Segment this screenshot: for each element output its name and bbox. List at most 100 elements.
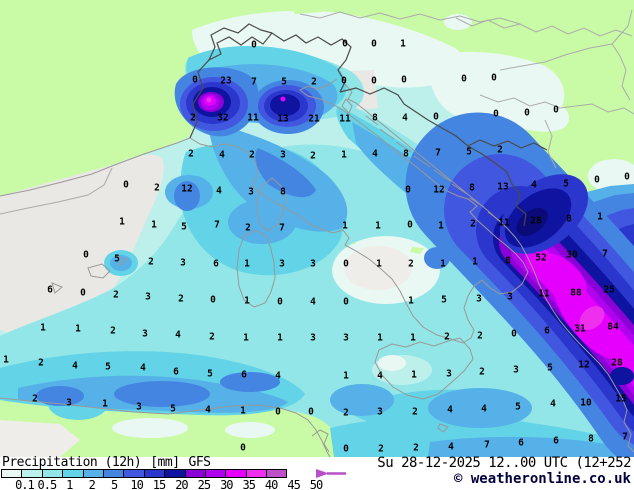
grid-value: 7 — [251, 77, 257, 88]
grid-value: 6 — [47, 285, 53, 296]
grid-value: 1 — [400, 39, 406, 50]
map-title-product: Precipitation (12h) — [2, 455, 142, 470]
grid-value: 0 — [308, 407, 314, 418]
grid-value: 0 — [277, 297, 283, 308]
grid-value: 0 — [343, 259, 349, 270]
grid-value: 3 — [310, 333, 316, 344]
grid-value: 3 — [377, 407, 383, 418]
grid-value: 5 — [207, 369, 213, 380]
legend-swatch — [21, 469, 43, 478]
map-title-unit: [mm] — [150, 455, 180, 470]
grid-value: 0 — [524, 108, 530, 119]
grid-value: 4 — [372, 149, 378, 160]
legend-tick-label: 35 — [242, 478, 255, 490]
legend-tick-label: 1 — [66, 478, 73, 490]
grid-value: 2 — [209, 332, 215, 343]
grid-value: 4 — [140, 363, 146, 374]
grid-value: 8 — [372, 113, 378, 124]
grid-value: 2 — [408, 259, 414, 270]
grid-value: 1 — [343, 371, 349, 382]
grid-value: 5 — [114, 254, 120, 265]
legend-tick-label: 10 — [130, 478, 143, 490]
map-title-model: GFS — [188, 455, 211, 470]
map-title: Precipitation (12h) [mm] GFS — [2, 455, 220, 470]
grid-value: 3 — [476, 294, 482, 305]
grid-value: 5 — [547, 363, 553, 374]
grid-value: 8 — [588, 434, 594, 445]
grid-value: 25 — [603, 285, 615, 296]
grid-value: 4 — [310, 297, 316, 308]
grid-value: 52 — [535, 253, 546, 264]
grid-value: 2 — [188, 149, 194, 160]
grid-value: 21 — [308, 114, 320, 125]
legend-swatch — [164, 469, 186, 478]
grid-value: 3 — [142, 329, 148, 340]
legend-swatch — [204, 469, 227, 478]
grid-value: 31 — [574, 324, 586, 335]
grid-value: 32 — [217, 113, 228, 124]
grid-value: 0 — [401, 75, 407, 86]
grid-value: 0 — [275, 407, 281, 418]
grid-value: 2 — [378, 444, 384, 455]
grid-value: 0 — [493, 109, 499, 120]
grid-value: 0 — [511, 329, 517, 340]
grid-value: 1 — [408, 296, 414, 307]
grid-value: 12 — [578, 360, 589, 371]
grid-value: 3 — [136, 402, 142, 413]
grid-value: 2 — [311, 77, 317, 88]
valid-time-label: Su 28-12-2025 12..00 UTC (12+252 — [377, 455, 631, 471]
legend-swatch — [123, 469, 145, 478]
grid-value: 0 — [491, 73, 497, 84]
legend-tick-label: 0.5 — [37, 478, 58, 490]
grid-value: 11 — [339, 114, 351, 125]
grid-value: 4 — [550, 399, 556, 410]
grid-value: 2 — [412, 407, 418, 418]
grid-value: 8 — [403, 149, 409, 160]
grid-value: 5 — [281, 77, 287, 88]
grid-value: 4 — [175, 330, 181, 341]
grid-value: 2 — [444, 332, 450, 343]
grid-value: 0 — [371, 76, 377, 87]
grid-value: 0 — [240, 443, 246, 454]
grid-value: 4 — [447, 405, 453, 416]
grid-value: 2 — [477, 331, 483, 342]
grid-value: 1 — [375, 221, 381, 232]
grid-value: 0 — [405, 185, 411, 196]
grid-value: 1 — [377, 333, 383, 344]
grid-value: 12 — [433, 185, 444, 196]
grid-value: 4 — [531, 180, 537, 191]
grid-value: 3 — [66, 398, 72, 409]
grid-value: 1 — [597, 212, 603, 223]
grid-value: 0 — [210, 295, 216, 306]
grid-value: 5 — [441, 295, 447, 306]
grid-value: 10 — [580, 398, 592, 409]
legend-arrow-icon — [316, 469, 346, 478]
grid-value: 8 — [505, 256, 511, 267]
grid-value: 1 — [244, 296, 250, 307]
grid-value: 0 — [83, 250, 89, 261]
grid-value: 1 — [40, 323, 46, 334]
legend-swatch — [225, 469, 247, 478]
grid-value: 84 — [607, 322, 619, 333]
grid-value: 88 — [570, 288, 582, 299]
grid-value: 1 — [376, 259, 382, 270]
grid-value: 1 — [411, 370, 417, 381]
legend-tick-label: 45 — [287, 478, 300, 490]
grid-value: 4 — [377, 371, 383, 382]
grid-value: 4 — [275, 371, 281, 382]
grid-value: 2 — [245, 223, 251, 234]
grid-value: 15 — [615, 394, 627, 405]
grid-value: 28 — [530, 216, 542, 227]
grid-value: 2 — [38, 358, 44, 369]
grid-value: 1 — [243, 333, 249, 344]
grid-value: 0 — [433, 112, 439, 123]
grid-value: 3 — [279, 259, 285, 270]
grid-value: 13 — [277, 114, 289, 125]
grid-value: 6 — [241, 370, 247, 381]
grid-value: 3 — [446, 369, 452, 380]
grid-value: 4 — [216, 186, 222, 197]
grid-value: 3 — [513, 365, 519, 376]
copyright-label: © weatheronline.co.uk — [453, 471, 631, 487]
grid-value: 0 — [594, 175, 600, 186]
